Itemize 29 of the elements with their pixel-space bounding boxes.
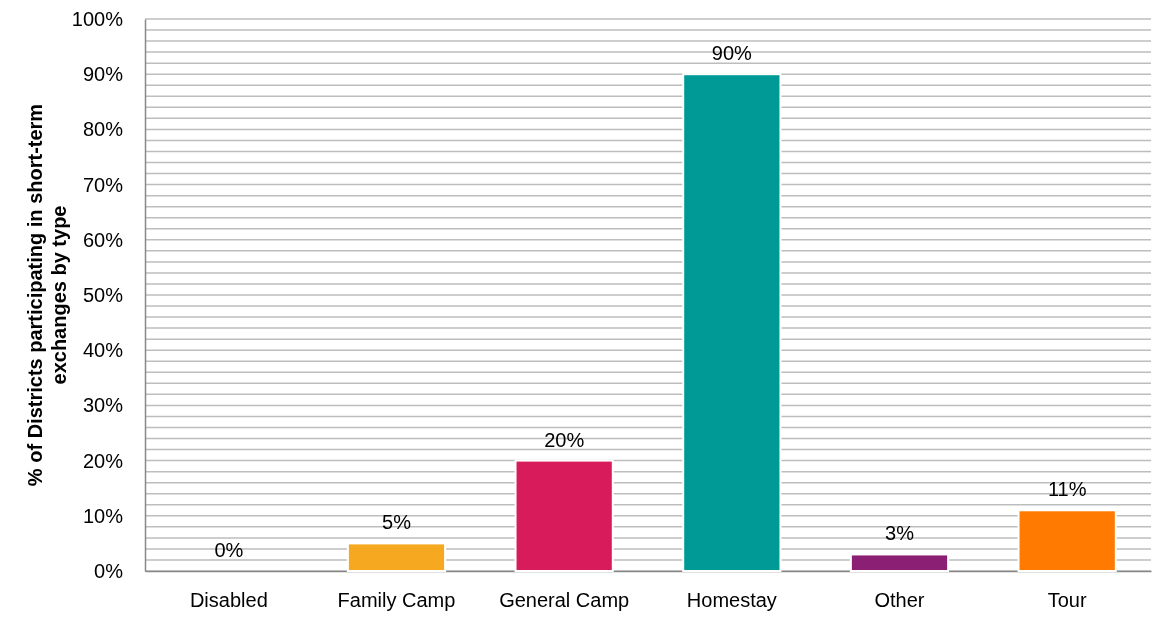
x-tick-label: General Camp bbox=[499, 589, 630, 612]
y-tick-label: 90% bbox=[82, 63, 124, 86]
x-tick-label: Homestay bbox=[686, 589, 777, 612]
y-axis-title: % of Districts participating in short-term exchanges by type bbox=[24, 103, 70, 487]
y-tick-label: 70% bbox=[82, 173, 124, 196]
y-tick-label: 10% bbox=[82, 504, 124, 527]
y-tick-label: 50% bbox=[82, 283, 124, 306]
x-tick-label: Other bbox=[874, 589, 925, 612]
y-tick-label: 40% bbox=[82, 339, 124, 362]
bar bbox=[346, 542, 447, 572]
data-label: 20% bbox=[544, 428, 585, 451]
x-tick-label: Tour bbox=[1047, 589, 1087, 612]
data-label: 3% bbox=[885, 522, 915, 545]
y-tick-label: 20% bbox=[82, 449, 124, 472]
y-tick-label: 60% bbox=[82, 228, 124, 251]
bar bbox=[682, 73, 782, 572]
x-tick-label: Disabled bbox=[189, 589, 268, 612]
data-label: 0% bbox=[214, 539, 244, 561]
data-label: 11% bbox=[1047, 478, 1087, 501]
y-tick-label: 30% bbox=[82, 394, 124, 417]
x-tick-label: Family Camp bbox=[337, 589, 456, 612]
bar bbox=[849, 553, 950, 572]
bar bbox=[514, 459, 614, 572]
y-tick-label: 0% bbox=[94, 559, 124, 582]
y-tick-label: 100% bbox=[71, 7, 124, 30]
bar bbox=[1017, 509, 1117, 572]
data-label: 90% bbox=[711, 42, 753, 65]
data-label: 5% bbox=[382, 511, 412, 534]
y-tick-label: 80% bbox=[82, 118, 124, 141]
